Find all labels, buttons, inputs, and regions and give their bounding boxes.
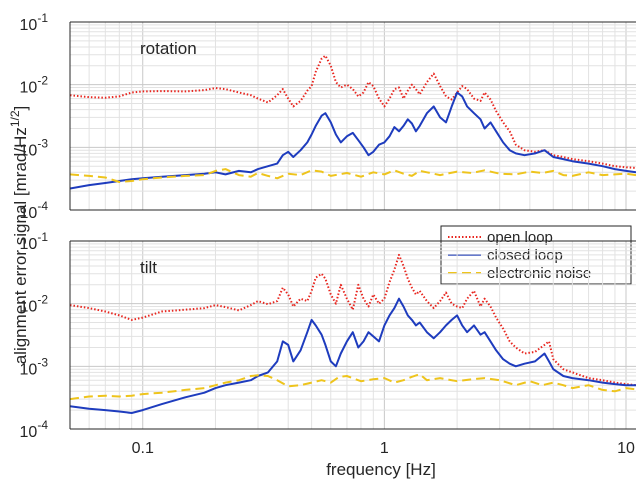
x-tick-label: 10 (617, 440, 635, 457)
series-line-closed-loop (70, 297, 636, 414)
series-line-open-loop (70, 253, 636, 387)
legend-label: open loop (487, 229, 553, 246)
y-axis-label: alignment error signal [mrad/Hz1/2] (8, 106, 30, 365)
x-axis-label: frequency [Hz] (326, 460, 436, 479)
panel-rotation: 10-4 10-3 10-2 10-1 rotation open loopclosed … (20, 11, 636, 285)
series-line-electronic-noise (70, 373, 636, 401)
y-tick-label: 10-2 (20, 74, 49, 97)
y-tick-label: 10-4 (20, 418, 49, 441)
y-tick-label: 10-3 (20, 355, 49, 378)
series-line-open-loop (70, 54, 636, 169)
y-tick-label: 10-4 (20, 199, 49, 222)
x-tick-label: 0.1 (132, 440, 154, 457)
series-line-closed-loop (70, 91, 636, 190)
y-tick-label: 10-2 (20, 293, 49, 316)
panel-tilt: 10-4 10-3 10-2 10-1 0.1 1 10 frequency [Hz] tilt (20, 230, 636, 479)
panel-annotation: rotation (140, 39, 197, 58)
y-tick-label: 10-1 (20, 11, 49, 34)
x-tick-label: 1 (380, 440, 389, 457)
panel-annotation: tilt (140, 258, 157, 277)
plot-area (70, 253, 636, 414)
plot-area (70, 54, 636, 190)
y-tick-label: 10-1 (20, 230, 49, 253)
legend-label: closed loop (487, 247, 563, 264)
series-line-electronic-noise (70, 168, 636, 183)
y-tick-label: 10-3 (20, 136, 49, 159)
